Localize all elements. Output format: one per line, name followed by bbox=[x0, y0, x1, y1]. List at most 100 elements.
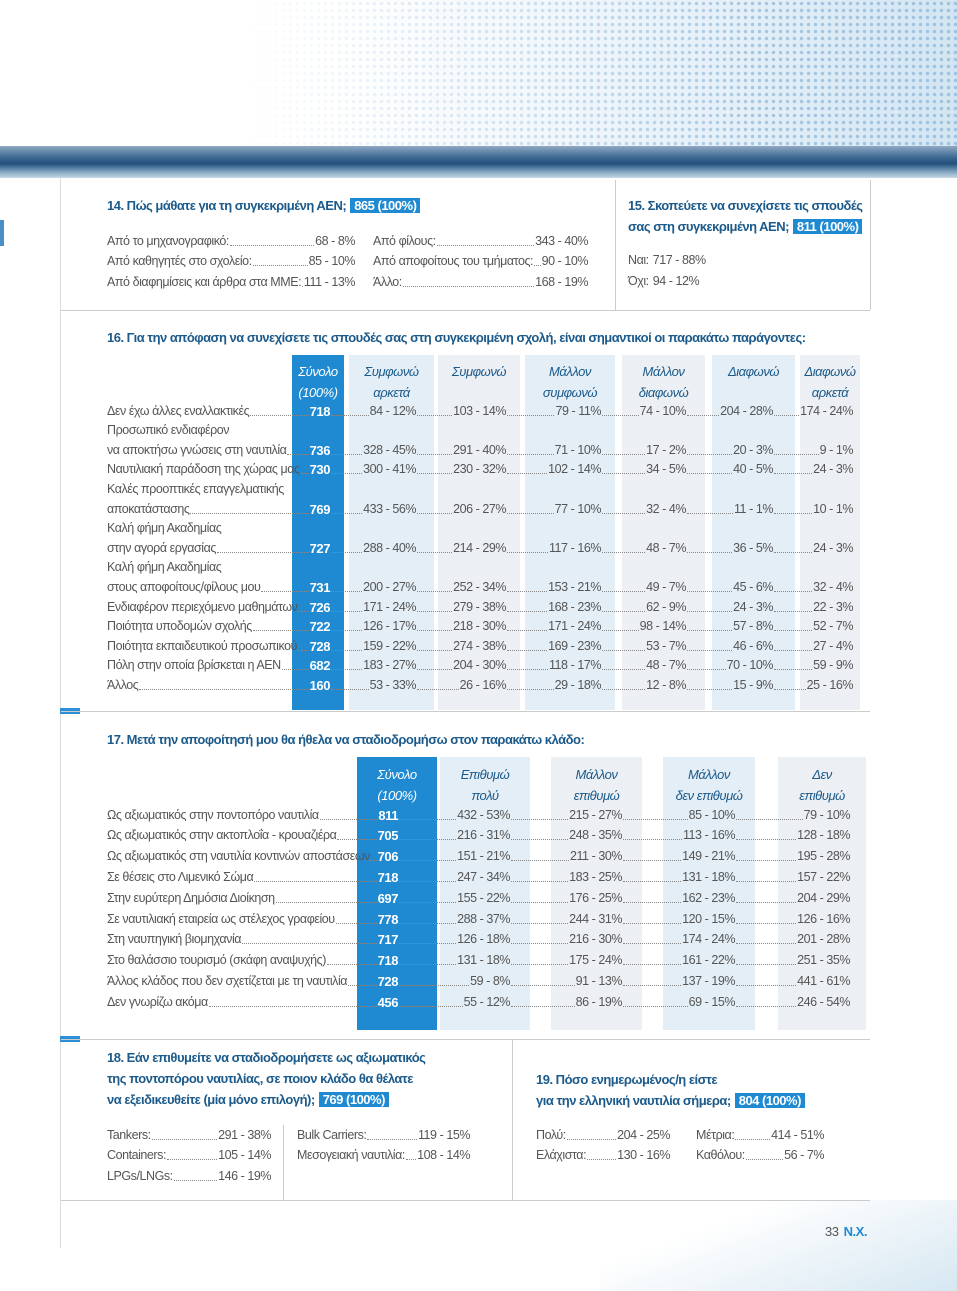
leader-dots bbox=[623, 818, 688, 820]
leader-dots bbox=[687, 688, 733, 690]
item-value: 27 - 4% bbox=[813, 638, 853, 653]
leader-row: 432 - 53% bbox=[398, 806, 510, 825]
leader-row: 218 - 30% bbox=[416, 617, 506, 636]
item-value: 32 - 4% bbox=[646, 501, 686, 516]
leader-row: 288 - 40% bbox=[330, 539, 416, 558]
item-value: 206 - 27% bbox=[453, 501, 506, 516]
leader-dots bbox=[602, 610, 646, 612]
leader-row: Tankers: 291 - 38% bbox=[107, 1126, 271, 1145]
leader-row: 11 - 1% bbox=[686, 500, 773, 519]
item-value: 15 - 9% bbox=[733, 677, 773, 692]
item-value: 168 - 19% bbox=[535, 274, 588, 289]
leader-dots bbox=[369, 984, 377, 986]
leader-dots bbox=[173, 1179, 218, 1181]
leader-dots bbox=[337, 839, 367, 841]
leader-row: 726 bbox=[300, 598, 330, 617]
item-value: 40 - 5% bbox=[733, 462, 773, 477]
item-value: 722 bbox=[309, 619, 331, 635]
leader-row: Ως αξιωματικός στη ναυτιλία κοντινών απο… bbox=[107, 847, 370, 866]
leader-dots bbox=[331, 473, 363, 475]
item-value: 195 - 28% bbox=[797, 849, 850, 864]
leader-dots bbox=[774, 649, 813, 651]
item-label: Από διαφημίσεις και άρθρα στα ΜΜΕ: bbox=[107, 274, 302, 289]
leader-dots bbox=[623, 943, 682, 945]
leader-row: 204 - 30% bbox=[416, 656, 506, 675]
item-value: 130 - 16% bbox=[617, 1148, 670, 1162]
leader-row: 70 - 10% bbox=[686, 656, 773, 675]
item-label: Ως αξιωματικός στην ποντοπόρο ναυτιλία bbox=[107, 807, 319, 822]
leader-dots bbox=[623, 1005, 688, 1007]
leader-row: Στη ναυπηγική βιομηχανία bbox=[107, 930, 368, 949]
leader-row: 728 bbox=[368, 972, 398, 991]
column-header: Μάλλον bbox=[688, 766, 730, 782]
leader-dots bbox=[623, 860, 682, 862]
leader-row: 244 - 31% bbox=[510, 910, 622, 929]
leader-dots bbox=[736, 839, 797, 841]
item-value: 432 - 53% bbox=[457, 807, 510, 822]
leader-row: 46 - 6% bbox=[686, 637, 773, 656]
leader-dots bbox=[331, 414, 369, 416]
item-value: 59 - 8% bbox=[470, 973, 510, 988]
total-column-band bbox=[357, 757, 437, 1030]
leader-dots bbox=[507, 669, 548, 671]
leader-dots bbox=[405, 1159, 417, 1160]
leader-row: 20 - 3% bbox=[686, 441, 773, 460]
leader-dots bbox=[417, 453, 453, 455]
leader-row: Άλλος κλάδος που δεν σχετίζεται με τη να… bbox=[107, 972, 368, 991]
leader-dots bbox=[587, 1159, 617, 1160]
leader-dots bbox=[301, 512, 309, 514]
leader-row: 103 - 14% bbox=[416, 402, 506, 421]
leader-dots bbox=[511, 964, 569, 966]
leader-row: 57 - 8% bbox=[686, 617, 773, 636]
item-label: να αποκτήσω γνώσεις στη ναυτιλία bbox=[107, 442, 287, 457]
leader-dots bbox=[774, 590, 813, 592]
item-value: 769 bbox=[309, 501, 331, 517]
item-value: 247 - 34% bbox=[457, 869, 510, 884]
row-label: Καλές προοπτικές επαγγελματικής bbox=[107, 481, 284, 496]
item-value: 85 - 10% bbox=[688, 807, 736, 822]
leader-dots bbox=[166, 1159, 218, 1160]
item-value: 85 - 10% bbox=[308, 254, 356, 268]
column-header: Μάλλον bbox=[642, 363, 685, 379]
item-value: 49 - 7% bbox=[646, 579, 686, 594]
leader-dots bbox=[507, 630, 548, 632]
item-value: 111 - 13% bbox=[303, 274, 356, 289]
leader-row: 216 - 31% bbox=[398, 826, 510, 845]
item-label: Ως αξιωματικός στην ακτοπλοΐα - κρουαζιέ… bbox=[107, 828, 337, 843]
item-value: 36 - 5% bbox=[733, 540, 773, 555]
divider bbox=[61, 310, 870, 311]
leader-row: 717 bbox=[368, 930, 398, 949]
leader-dots bbox=[331, 453, 363, 455]
leader-dots bbox=[687, 590, 733, 592]
leader-dots bbox=[687, 649, 733, 651]
leader-row: 183 - 25% bbox=[510, 868, 622, 887]
leader-dots bbox=[417, 649, 453, 651]
leader-dots bbox=[623, 901, 682, 903]
divider bbox=[61, 1039, 870, 1040]
item-value: 11 - 1% bbox=[733, 501, 773, 516]
item-label: Καθόλου: bbox=[696, 1148, 745, 1162]
item-label: Bulk Carriers: bbox=[297, 1127, 367, 1142]
row-label: Προσωπικό ενδιαφέρον bbox=[107, 423, 230, 438]
leader-dots bbox=[261, 590, 299, 592]
item-label: Μεσογειακή ναυτιλία: bbox=[297, 1148, 405, 1162]
leader-dots bbox=[242, 943, 367, 945]
leader-row: 214 - 29% bbox=[416, 539, 506, 558]
leader-row: 288 - 37% bbox=[398, 910, 510, 929]
leader-row: 53 - 7% bbox=[601, 637, 686, 656]
item-label: Από αποφοίτους του τμήματος: bbox=[373, 254, 534, 268]
leader-row: 137 - 19% bbox=[622, 972, 735, 991]
leader-row: 55 - 12% bbox=[398, 993, 510, 1012]
title-text: 16. Για την απόφαση να συνεχίσετε τις σπ… bbox=[107, 330, 806, 345]
leader-dots bbox=[736, 1005, 797, 1007]
leader-row: 211 - 30% bbox=[510, 847, 622, 866]
item-value: 288 - 37% bbox=[457, 911, 510, 926]
leader-row: 171 - 24% bbox=[330, 598, 416, 617]
item-value: 204 - 28% bbox=[720, 403, 773, 418]
edge-marker bbox=[0, 220, 4, 246]
leader-row: Ως αξιωματικός στην ακτοπλοΐα - κρουαζιέ… bbox=[107, 826, 368, 845]
item-label: Στο θαλάσσιο τουρισμό (σκάφη αναψυχής) bbox=[107, 953, 326, 968]
item-value: 55 - 12% bbox=[463, 994, 511, 1009]
leader-row: Στο θαλάσσιο τουρισμό (σκάφη αναψυχής) bbox=[107, 951, 368, 970]
leader-row: 131 - 18% bbox=[398, 951, 510, 970]
